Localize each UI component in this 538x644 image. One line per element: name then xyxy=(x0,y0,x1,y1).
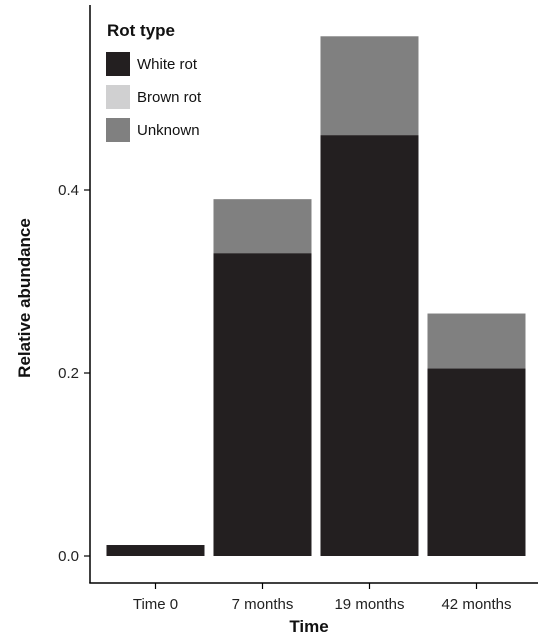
legend-swatch-white-rot xyxy=(106,52,130,76)
bar-white-rot-4 xyxy=(427,368,526,556)
legend: Rot type White rot Brown rot Unknown xyxy=(106,21,202,142)
x-axis-title: Time xyxy=(289,617,328,636)
bar-white-rot-3 xyxy=(320,135,419,556)
bar-white-rot-1 xyxy=(106,545,205,556)
y-axis-title: Relative abundance xyxy=(15,218,34,378)
bar-unknown-3 xyxy=(320,36,419,136)
legend-swatch-unknown xyxy=(106,118,130,142)
bar-white-rot-2 xyxy=(213,253,312,556)
x-tick-label: 19 months xyxy=(334,596,404,613)
x-tick-label: 42 months xyxy=(441,596,511,613)
bars-layer xyxy=(106,36,526,556)
x-tick-label: Time 0 xyxy=(133,596,178,613)
legend-label-unknown: Unknown xyxy=(137,122,200,139)
x-ticks: Time 0 7 months 19 months 42 months xyxy=(133,583,512,613)
bar-unknown-2 xyxy=(213,199,312,254)
bar-unknown-4 xyxy=(427,313,526,369)
y-tick-label: 0.4 xyxy=(58,182,79,199)
legend-items: White rot Brown rot Unknown xyxy=(106,52,202,142)
legend-swatch-brown-rot xyxy=(106,85,130,109)
y-tick-label: 0.2 xyxy=(58,365,79,382)
legend-label-white-rot: White rot xyxy=(137,56,198,73)
axes-layer xyxy=(89,5,538,584)
y-tick-label: 0.0 xyxy=(58,548,79,565)
x-tick-label: 7 months xyxy=(232,596,294,613)
y-ticks: 0.0 0.2 0.4 xyxy=(58,182,90,565)
legend-label-brown-rot: Brown rot xyxy=(137,89,202,106)
legend-title: Rot type xyxy=(107,21,175,40)
